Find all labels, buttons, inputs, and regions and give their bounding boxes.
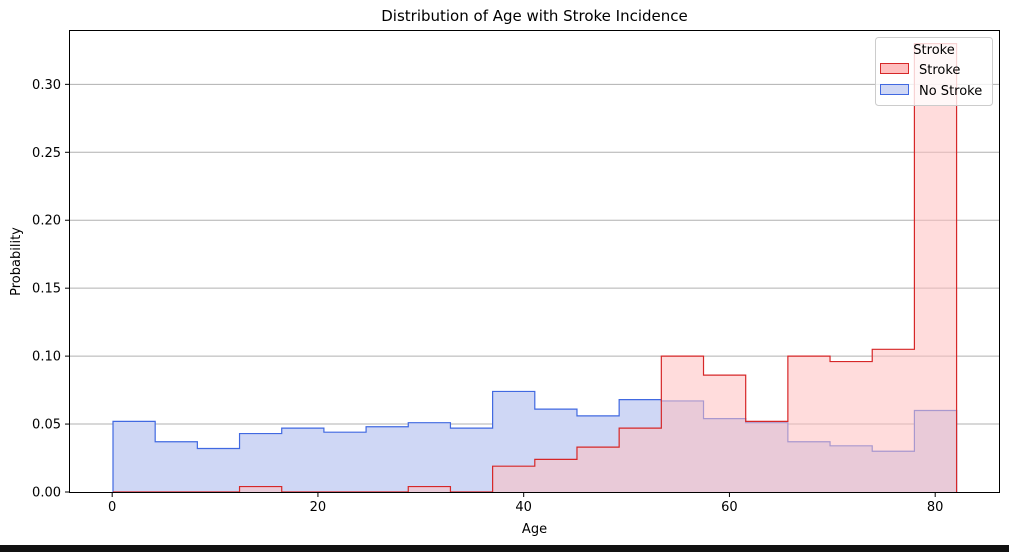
histogram-bar-stroke [408,487,450,492]
histogram-bar-no-stroke [324,432,366,492]
legend-label-no-stroke: No Stroke [919,84,982,99]
legend-label-stroke: Stroke [919,63,960,78]
x-tick-label: 0 [108,500,116,515]
y-tick-label: 0.30 [32,78,61,93]
histogram-bar-no-stroke [366,427,408,492]
y-axis-label: Probability [9,227,24,296]
histogram-bar-stroke [661,356,703,492]
bottom-bar [0,545,1009,552]
histogram-bar-stroke [535,459,577,492]
histogram-bar-stroke [872,349,914,492]
axes-layer [69,30,1000,493]
histogram-bar-stroke [746,421,788,492]
y-tick-label: 0.10 [32,350,61,365]
histogram-bar-no-stroke [408,423,450,492]
histogram-bar-no-stroke [197,449,239,492]
histogram-bar-stroke [788,356,830,492]
histogram-bar-no-stroke [240,434,282,492]
y-tick-label: 0.25 [32,146,61,161]
x-tick-label: 40 [515,500,532,515]
plot-frame [69,30,1000,493]
histogram-bar-stroke [830,362,872,492]
ticks-layer: 0 20 40 60 80 0.00 0.05 0.10 0.15 0.20 0.25 0.30 [32,78,943,515]
histogram-bar-stroke [493,466,535,492]
legend-swatch-stroke [880,63,909,74]
y-tick-label: 0.00 [32,486,61,501]
histogram-bar-no-stroke [282,428,324,492]
histogram-bar-stroke [704,375,746,492]
x-tick-label: 20 [310,500,327,515]
chart-title: Distribution of Age with Stroke Incidenc… [381,7,688,25]
histogram-bar-stroke [619,428,661,492]
x-tick-label: 60 [721,500,738,515]
legend-swatch-no-stroke [880,84,909,95]
histogram-bar-stroke [577,447,619,492]
series-area-stroke [113,43,957,493]
histogram-bar-stroke [914,44,956,492]
histogram-bar-no-stroke [450,428,492,492]
legend-title: Stroke [913,43,954,58]
histogram-bar-stroke [240,487,282,492]
histogram-bar-no-stroke [155,442,197,492]
y-tick-label: 0.20 [32,214,61,229]
histogram-bar-no-stroke [113,421,155,492]
x-tick-label: 80 [927,500,944,515]
legend: Stroke Stroke No Stroke [875,37,993,106]
series-layer [112,42,958,493]
y-tick-label: 0.15 [32,282,61,297]
y-tick-label: 0.05 [32,418,61,433]
x-axis-label: Age [522,522,547,537]
